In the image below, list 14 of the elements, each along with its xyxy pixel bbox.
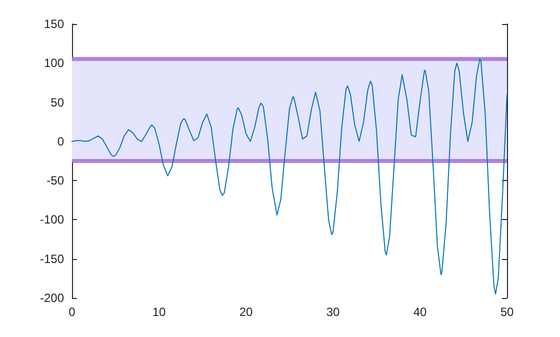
x-tick-label: 10 [152, 305, 166, 319]
x-tick-label: 20 [239, 305, 253, 319]
x-tick-label: 0 [68, 305, 76, 319]
y-tick-label: -100 [40, 212, 64, 227]
y-tick-label: -200 [40, 291, 64, 305]
x-tick-label: 40 [413, 305, 427, 319]
y-tick-label: 150 [44, 17, 64, 31]
y-tick-label: 50 [50, 95, 64, 110]
y-tick-label: 100 [44, 56, 64, 70]
y-tick-label: -150 [40, 252, 64, 266]
y-tick-label: -50 [46, 174, 64, 188]
x-tick-label: 30 [326, 305, 340, 319]
y-tick-label: 0 [57, 134, 64, 148]
x-tick-label: 50 [500, 305, 514, 319]
